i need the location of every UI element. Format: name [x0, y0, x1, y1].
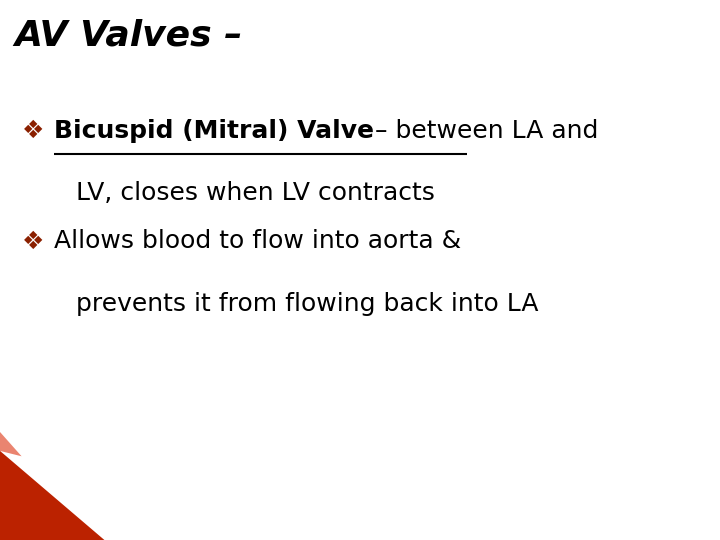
- Text: prevents it from flowing back into LA: prevents it from flowing back into LA: [76, 292, 538, 315]
- Text: AV Valves –: AV Valves –: [14, 19, 243, 53]
- Text: ❖: ❖: [22, 119, 44, 143]
- Text: Bicuspid (Mitral) Valve: Bicuspid (Mitral) Valve: [54, 119, 374, 143]
- FancyBboxPatch shape: [86, 281, 706, 535]
- Text: Allows blood to flow into aorta &: Allows blood to flow into aorta &: [54, 230, 461, 253]
- Text: – between LA and: – between LA and: [367, 119, 598, 143]
- Text: LV, closes when LV contracts: LV, closes when LV contracts: [76, 181, 434, 205]
- Polygon shape: [0, 451, 104, 540]
- Text: ❖: ❖: [22, 230, 44, 253]
- Polygon shape: [0, 432, 22, 456]
